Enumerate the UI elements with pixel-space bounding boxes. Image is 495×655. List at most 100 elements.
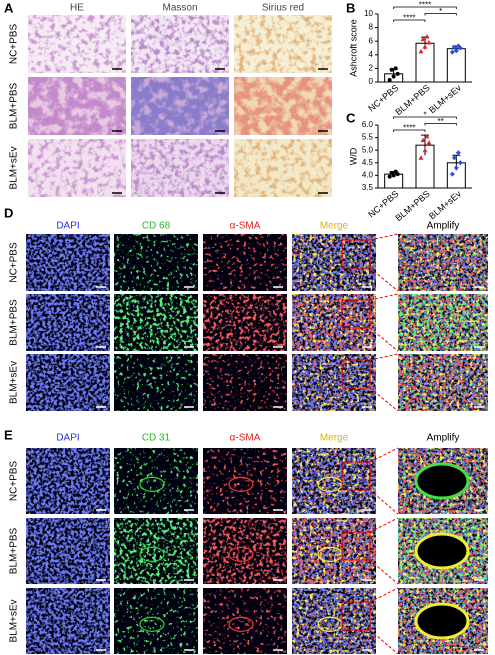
data-point: [420, 137, 426, 143]
y-axis-label: W/D: [348, 147, 358, 165]
significance-label: *: [439, 7, 442, 16]
data-point: [455, 150, 461, 156]
micrograph-texture: [203, 234, 287, 291]
micrograph-texture: [26, 448, 110, 514]
vessel-lumen: [414, 462, 470, 500]
micrograph-texture: [28, 15, 126, 73]
column-header: HE: [70, 3, 84, 14]
y-tick-label: 5.5: [362, 133, 374, 142]
x-tick-label: BLM+sEv: [427, 188, 464, 221]
data-point: [418, 155, 424, 160]
micrograph-texture: [398, 354, 488, 411]
significance-bracket: [393, 19, 426, 22]
micrograph-texture: [292, 588, 376, 654]
x-tick-label: BLM+sEv: [427, 82, 464, 115]
micrograph-texture: [234, 15, 332, 73]
column-header: Masson: [162, 3, 197, 14]
significance-bracket: [393, 129, 426, 132]
zoom-line: [369, 267, 399, 292]
column-header: DAPI: [56, 433, 79, 444]
data-point: [422, 147, 428, 153]
y-tick-label: 10: [364, 9, 373, 18]
data-point: [451, 44, 457, 50]
significance-bracket: [393, 116, 457, 119]
y-tick-label: 4: [369, 50, 374, 59]
zoom-box: [341, 601, 371, 631]
column-header: Merge: [320, 221, 349, 232]
zoom-box: [341, 359, 371, 389]
data-point: [424, 133, 430, 139]
data-point: [449, 49, 455, 55]
significance-bracket: [393, 6, 457, 9]
zoom-line: [369, 517, 399, 533]
micrograph-texture: [26, 354, 110, 411]
significance-bracket: [424, 123, 457, 126]
vessel-lumen: [414, 532, 470, 570]
y-axis-label: Ashcroft score: [348, 19, 358, 77]
y-tick-label: 3.5: [362, 183, 374, 192]
zoom-line: [369, 559, 399, 585]
micrograph-texture: [26, 294, 110, 351]
data-point: [420, 36, 426, 42]
bar: [446, 48, 466, 83]
micrograph-texture: [234, 139, 332, 197]
zoom-line: [369, 629, 399, 655]
data-point: [455, 43, 461, 49]
column-header: DAPI: [56, 221, 79, 232]
micrograph-texture: [203, 354, 287, 411]
row-label: NC+PBS: [9, 242, 20, 283]
micrograph-texture: [114, 234, 198, 291]
y-tick-label: 6.0: [362, 120, 374, 129]
row-label: NC+PBS: [9, 461, 20, 502]
data-point: [393, 66, 398, 71]
micrograph-texture: [114, 354, 198, 411]
column-header: CD 31: [142, 433, 171, 444]
data-point: [389, 67, 394, 72]
data-point: [395, 71, 400, 76]
data-point: [389, 170, 394, 175]
zoom-box: [341, 299, 371, 329]
micrograph-texture: [398, 234, 488, 291]
micrograph-texture: [114, 588, 198, 654]
data-point: [387, 174, 392, 179]
column-header: Amplify: [427, 433, 460, 444]
row-label: NC+PBS: [9, 24, 20, 65]
data-point: [451, 155, 457, 161]
micrograph-texture: [292, 518, 376, 584]
data-point: [453, 165, 459, 171]
vessel-outline: [139, 616, 165, 632]
data-point: [418, 48, 424, 54]
row-label: BLM+PBS: [9, 527, 20, 574]
row-label: BLM+sEv: [9, 146, 20, 189]
column-header: α-SMA: [230, 433, 261, 444]
micrograph-texture: [203, 588, 287, 654]
vessel-outline: [228, 476, 254, 492]
y-tick-label: 5.0: [362, 145, 374, 154]
y-tick-label: 6: [369, 36, 374, 45]
micrograph-texture: [28, 139, 126, 197]
data-point: [426, 140, 432, 145]
panel-label: C: [346, 110, 356, 125]
data-point: [422, 44, 428, 49]
micrograph-texture: [114, 518, 198, 584]
micrograph-texture: [292, 448, 376, 514]
data-point: [457, 160, 463, 166]
y-tick-label: 2: [369, 64, 374, 73]
panel-label: B: [346, 0, 355, 15]
significance-bracket: [424, 13, 457, 16]
panel-label: E: [4, 427, 13, 442]
vessel-outline: [139, 546, 165, 562]
data-point: [393, 169, 398, 174]
vessel-outline: [228, 616, 254, 632]
y-tick-label: 0: [369, 77, 374, 86]
data-point: [449, 171, 455, 177]
zoom-line: [369, 489, 399, 515]
panel-label: A: [4, 0, 14, 15]
row-label: BLM+PBS: [9, 299, 20, 346]
data-point: [391, 74, 396, 79]
vessel-outline: [228, 546, 254, 562]
data-point: [424, 33, 430, 39]
micrograph-texture: [26, 588, 110, 654]
zoom-line: [369, 447, 399, 463]
